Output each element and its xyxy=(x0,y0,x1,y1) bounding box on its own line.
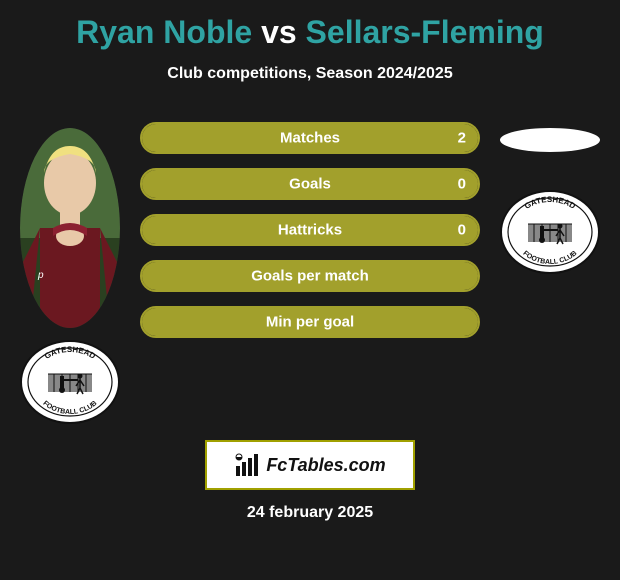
gateshead-logo-icon: GATESHEAD FOOTBALL CLUB xyxy=(500,190,600,274)
left-player-photo: p xyxy=(20,128,120,328)
stat-row-hattricks: Hattricks 0 xyxy=(140,214,480,246)
stat-row-goals-per-match: Goals per match xyxy=(140,260,480,292)
title-vs: vs xyxy=(261,14,297,50)
right-player-column: GATESHEAD FOOTBALL CLUB xyxy=(490,128,610,274)
brand-chart-icon xyxy=(234,452,260,478)
title-player1: Ryan Noble xyxy=(76,14,252,50)
stat-label: Goals per match xyxy=(251,268,369,285)
stat-value: 2 xyxy=(458,130,466,147)
stat-label: Min per goal xyxy=(266,314,354,331)
comparison-card: Ryan Noble vs Sellars-Fleming Club compe… xyxy=(0,0,620,580)
stat-label: Goals xyxy=(289,176,331,193)
left-player-column: p GATESHEAD FOOTBALL CLUB xyxy=(10,128,130,424)
svg-text:p: p xyxy=(37,270,44,281)
right-player-photo-blank xyxy=(500,128,600,152)
stats-panel: Matches 2 Goals 0 Hattricks 0 Goals per … xyxy=(140,122,480,352)
subtitle: Club competitions, Season 2024/2025 xyxy=(0,65,620,83)
right-club-logo: GATESHEAD FOOTBALL CLUB xyxy=(500,190,600,274)
stat-value: 0 xyxy=(458,222,466,239)
player-photo-svg: p xyxy=(20,128,120,328)
stat-label: Hattricks xyxy=(278,222,342,239)
page-title: Ryan Noble vs Sellars-Fleming xyxy=(0,0,620,51)
title-player2: Sellars-Fleming xyxy=(306,14,544,50)
stat-row-goals: Goals 0 xyxy=(140,168,480,200)
stat-row-matches: Matches 2 xyxy=(140,122,480,154)
gateshead-logo-icon: GATESHEAD FOOTBALL CLUB xyxy=(20,340,120,424)
stat-value: 0 xyxy=(458,176,466,193)
left-club-logo: GATESHEAD FOOTBALL CLUB xyxy=(20,340,120,424)
brand-text: FcTables.com xyxy=(266,455,385,476)
stat-row-min-per-goal: Min per goal xyxy=(140,306,480,338)
stat-label: Matches xyxy=(280,130,340,147)
date-label: 24 february 2025 xyxy=(0,504,620,522)
brand-box[interactable]: FcTables.com xyxy=(205,440,415,490)
